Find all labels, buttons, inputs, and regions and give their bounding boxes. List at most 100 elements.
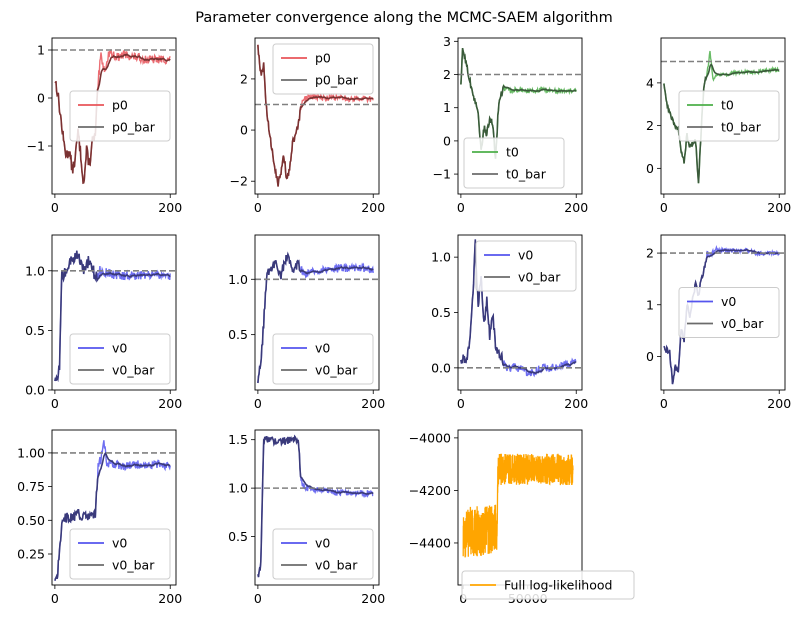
y-tick-label: −1 <box>27 139 45 154</box>
legend-box <box>461 570 635 600</box>
x-tick-label: 200 <box>158 200 182 215</box>
y-tick-label: 1.0 <box>431 250 451 265</box>
y-tick-label: 1 <box>37 43 45 58</box>
axes-frame <box>51 429 177 586</box>
axes-frame <box>254 234 380 391</box>
legend-box <box>272 333 374 385</box>
y-tick-label: 3 <box>443 34 451 49</box>
legend-box <box>475 240 577 292</box>
y-tick-label: 0.0 <box>431 360 451 375</box>
subplot-6: 0 200 0.5 1.0 v0 v0_bar <box>228 234 385 411</box>
legend: v0 v0_bar <box>678 287 780 338</box>
y-tick-label: 0.5 <box>25 323 45 338</box>
x-tick-label: 0 <box>457 200 465 215</box>
subplot-9: 0 200 0.25 0.50 0.75 1.00 v0 v0_bar <box>17 429 182 606</box>
axes-frame <box>51 37 177 195</box>
x-tick-label: 200 <box>158 591 182 606</box>
legend-label: v0 <box>315 341 330 356</box>
legend-label: p0 <box>315 51 331 66</box>
x-tick-label: 200 <box>361 591 385 606</box>
x-tick-label: 200 <box>361 200 385 215</box>
y-tick-label: −4200 <box>409 483 451 498</box>
legend-box <box>463 137 565 189</box>
subplot-7: 0 200 0.0 0.5 1.0 v0 v0_bar <box>431 234 588 411</box>
legend-label: v0 <box>518 248 533 263</box>
legend-box <box>69 528 171 580</box>
y-tick-label: 0 <box>240 123 248 138</box>
legend-box <box>69 90 171 142</box>
legend-label: v0_bar <box>315 558 358 573</box>
y-tick-label: 0.75 <box>17 479 45 494</box>
p0-bar-line <box>257 44 374 187</box>
y-tick-label: 2 <box>646 118 654 133</box>
subplot-4: 0 200 0 2 4 t0 t0_bar <box>646 37 791 215</box>
y-tick-label: −4400 <box>409 535 451 550</box>
v0-bar-line <box>54 250 171 383</box>
y-tick-label: 1.0 <box>228 481 248 496</box>
subplot-3: 0 200 −1 0 1 2 3 t0 t0_bar <box>433 34 589 215</box>
subplot-8: 0 200 0 1 2 v0 v0_bar <box>646 234 791 411</box>
y-tick-label: 1.0 <box>25 263 45 278</box>
x-tick-label: 0 <box>51 591 59 606</box>
t0-bar-line <box>663 63 780 184</box>
y-tick-label: 0.25 <box>17 547 45 562</box>
subplot-1: 0 200 −1 0 1 p0 p0_bar <box>27 37 182 215</box>
legend-label: t0_bar <box>506 167 547 182</box>
legend: Full log-likelihood <box>461 570 635 600</box>
legend: v0 v0_bar <box>272 333 374 385</box>
y-tick-label: 2 <box>646 246 654 261</box>
y-tick-label: 1 <box>646 297 654 312</box>
legend-label: t0 <box>721 98 734 113</box>
legend-label: v0_bar <box>112 558 155 573</box>
legend-label: t0 <box>506 145 519 160</box>
legend-box <box>678 90 780 142</box>
subplot-10: 0 200 0.5 1.0 1.5 v0 v0_bar <box>228 429 385 606</box>
x-tick-label: 0 <box>254 200 262 215</box>
loglik-line <box>462 453 574 558</box>
v0-bar-line <box>54 452 171 581</box>
legend: v0 v0_bar <box>475 240 577 292</box>
legend: v0 v0_bar <box>69 333 171 385</box>
legend-box <box>678 287 780 338</box>
legend-label: t0_bar <box>721 120 762 135</box>
axes-frame <box>660 234 786 391</box>
y-tick-label: 1.00 <box>17 445 45 460</box>
y-tick-label: −2 <box>230 174 248 189</box>
legend-label: v0 <box>112 341 127 356</box>
legend-label: v0_bar <box>518 270 561 285</box>
legend-label: v0 <box>721 294 736 309</box>
figure-title: Parameter convergence along the MCMC-SAE… <box>195 10 612 26</box>
axes-frame <box>51 234 177 391</box>
x-tick-label: 200 <box>158 396 182 411</box>
y-tick-label: 0 <box>443 133 451 148</box>
y-tick-label: 1 <box>443 100 451 115</box>
y-tick-label: 1.0 <box>228 272 248 287</box>
v0-bar-line <box>257 434 374 578</box>
y-tick-label: 1.5 <box>228 432 248 447</box>
x-tick-label: 200 <box>564 200 588 215</box>
y-tick-label: 4 <box>646 75 654 90</box>
y-tick-label: −1 <box>433 167 451 182</box>
y-tick-label: 2 <box>240 71 248 86</box>
legend-box <box>272 43 374 95</box>
y-tick-label: 0.5 <box>431 305 451 320</box>
legend-label: v0_bar <box>315 363 358 378</box>
legend-label: v0 <box>112 536 127 551</box>
legend-label: p0_bar <box>315 73 359 88</box>
x-tick-label: 0 <box>254 591 262 606</box>
legend: v0 v0_bar <box>69 528 171 580</box>
v0-bar-line <box>257 251 374 384</box>
x-tick-label: 200 <box>564 396 588 411</box>
legend-box <box>272 528 374 580</box>
p0-bar-line <box>54 53 171 185</box>
y-tick-label: 0.50 <box>17 513 45 528</box>
legend: t0 t0_bar <box>678 90 780 142</box>
x-tick-label: 0 <box>660 396 668 411</box>
axes-frame <box>457 37 583 195</box>
y-tick-label: 0.5 <box>228 327 248 342</box>
legend: v0 v0_bar <box>272 528 374 580</box>
axes-frame <box>254 429 380 586</box>
x-tick-label: 0 <box>254 396 262 411</box>
